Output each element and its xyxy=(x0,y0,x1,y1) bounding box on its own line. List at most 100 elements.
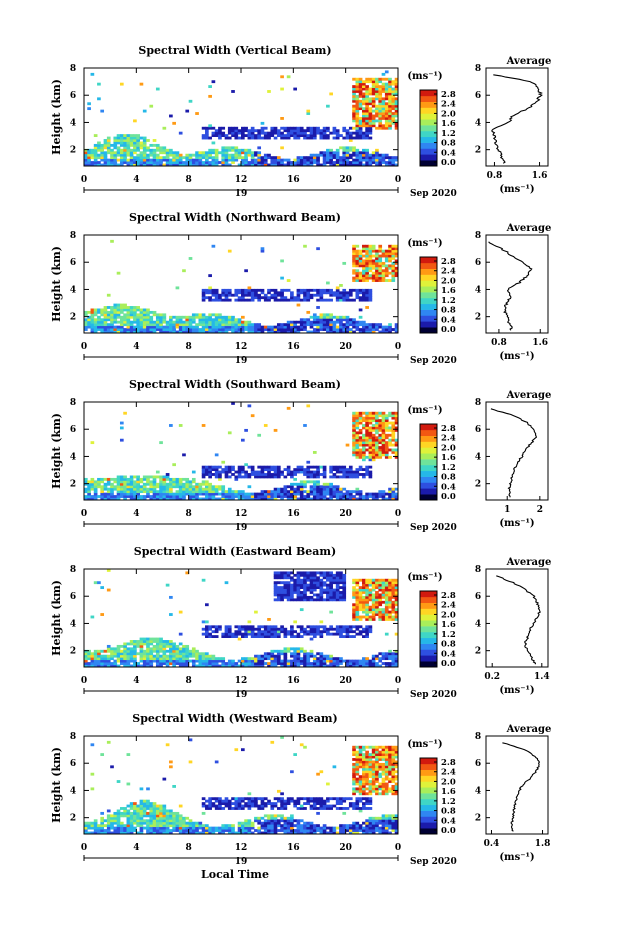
heatmap-cell xyxy=(293,497,297,501)
heatmap-cell xyxy=(208,635,212,638)
heatmap-cell xyxy=(116,477,121,481)
heatmap-cell xyxy=(365,591,369,594)
heatmap-cell xyxy=(293,630,297,634)
heatmap-cell xyxy=(362,151,366,155)
heatmap-cell xyxy=(178,328,183,331)
heatmap-cell xyxy=(129,802,134,805)
heatmap-cell xyxy=(221,315,226,319)
heatmap-cell xyxy=(309,571,314,575)
heatmap-cell xyxy=(136,480,140,484)
heatmap-cell xyxy=(342,492,347,496)
heatmap-cell xyxy=(365,495,369,498)
heatmap-cell xyxy=(169,495,173,498)
heatmap-cell xyxy=(352,249,356,253)
heatmap-cell xyxy=(257,659,262,663)
heatmap-cell xyxy=(188,325,193,329)
heatmap-cell xyxy=(388,586,392,589)
heatmap-cell xyxy=(205,323,209,327)
heatmap-cell xyxy=(195,161,199,164)
heatmap-cell xyxy=(371,664,376,668)
heatmap-cell xyxy=(129,487,134,491)
heatmap-cell xyxy=(306,330,311,334)
heatmap-cell xyxy=(97,480,101,484)
x-tick-label: 0 xyxy=(81,175,87,185)
heatmap-cell xyxy=(149,652,154,656)
heatmap-cell xyxy=(388,414,392,418)
heatmap-cell xyxy=(384,416,389,420)
heatmap-cell xyxy=(352,618,356,621)
heatmap-cell xyxy=(273,293,278,297)
heatmap-cell xyxy=(299,595,304,599)
heatmap-cell xyxy=(303,588,307,592)
heatmap-cell xyxy=(123,644,127,648)
heatmap-cell xyxy=(139,787,144,791)
heatmap-cell xyxy=(299,328,304,331)
heatmap-cell xyxy=(391,595,396,599)
colorbar-tick-label: 2.8 xyxy=(441,257,456,267)
heatmap-cell xyxy=(368,153,373,157)
heatmap-cell xyxy=(113,654,118,658)
heatmap-cell xyxy=(146,146,150,150)
heatmap-cell xyxy=(365,259,369,263)
heatmap-cell xyxy=(378,124,383,128)
heatmap-cell xyxy=(368,156,373,160)
heatmap-cell xyxy=(322,126,327,130)
heatmap-cell xyxy=(113,487,118,491)
heatmap-cell xyxy=(142,328,147,331)
heatmap-cell xyxy=(391,591,396,594)
heatmap-cell xyxy=(214,330,219,334)
heatmap-cell xyxy=(365,109,369,113)
heatmap-cell xyxy=(139,802,144,805)
heatmap-cell xyxy=(368,659,373,663)
heatmap-cell xyxy=(234,470,239,474)
heatmap-cell xyxy=(247,320,252,324)
heatmap-cell xyxy=(283,586,288,589)
heatmap-cell xyxy=(155,649,160,653)
heatmap-cell xyxy=(312,293,317,297)
heatmap-cell xyxy=(329,158,333,162)
heatmap-cell xyxy=(368,291,373,295)
heatmap-cell xyxy=(155,804,160,808)
heatmap-cell xyxy=(352,288,356,292)
heatmap-cell xyxy=(165,495,170,498)
heatmap-cell xyxy=(142,495,147,498)
heatmap-cell xyxy=(208,465,212,469)
heatmap-cell xyxy=(139,657,144,661)
heatmap-cell xyxy=(257,492,262,496)
heatmap-cell xyxy=(84,323,88,327)
heatmap-cell xyxy=(342,593,347,597)
heatmap-cell xyxy=(172,495,176,498)
heatmap-cell xyxy=(129,482,134,486)
heatmap-cell xyxy=(90,487,95,491)
colorbar-segment xyxy=(420,119,437,126)
heatmap-cell xyxy=(260,630,265,634)
heatmap-cell xyxy=(365,252,369,255)
heatmap-cell xyxy=(106,151,111,155)
heatmap-cell xyxy=(375,151,379,155)
heatmap-cell xyxy=(332,593,337,597)
heatmap-cell xyxy=(244,630,248,634)
heatmap-cell xyxy=(103,156,108,160)
heatmap-cell xyxy=(214,291,219,295)
heatmap-cell xyxy=(214,492,219,496)
heatmap-cell xyxy=(169,315,173,319)
heatmap-cell xyxy=(388,323,392,327)
heatmap-cell xyxy=(394,591,399,594)
heatmap-cell xyxy=(116,153,121,157)
heatmap-cell xyxy=(142,325,147,329)
average-y-tick-label: 4 xyxy=(475,118,481,128)
heatmap-cell xyxy=(352,475,356,479)
heatmap-cell xyxy=(182,659,186,663)
heatmap-cell xyxy=(378,163,383,167)
heatmap-cell xyxy=(106,306,111,309)
heatmap-cell xyxy=(155,158,160,162)
heatmap-cell xyxy=(90,485,95,489)
heatmap-cell xyxy=(332,475,337,479)
heatmap-cell xyxy=(214,627,219,631)
heatmap-cell xyxy=(129,308,134,312)
heatmap-cell xyxy=(378,595,383,599)
colorbar-tick-label: 0.8 xyxy=(441,473,456,483)
heatmap-cell xyxy=(306,480,311,484)
heatmap-cell xyxy=(365,148,369,152)
heatmap-cell xyxy=(322,487,327,491)
